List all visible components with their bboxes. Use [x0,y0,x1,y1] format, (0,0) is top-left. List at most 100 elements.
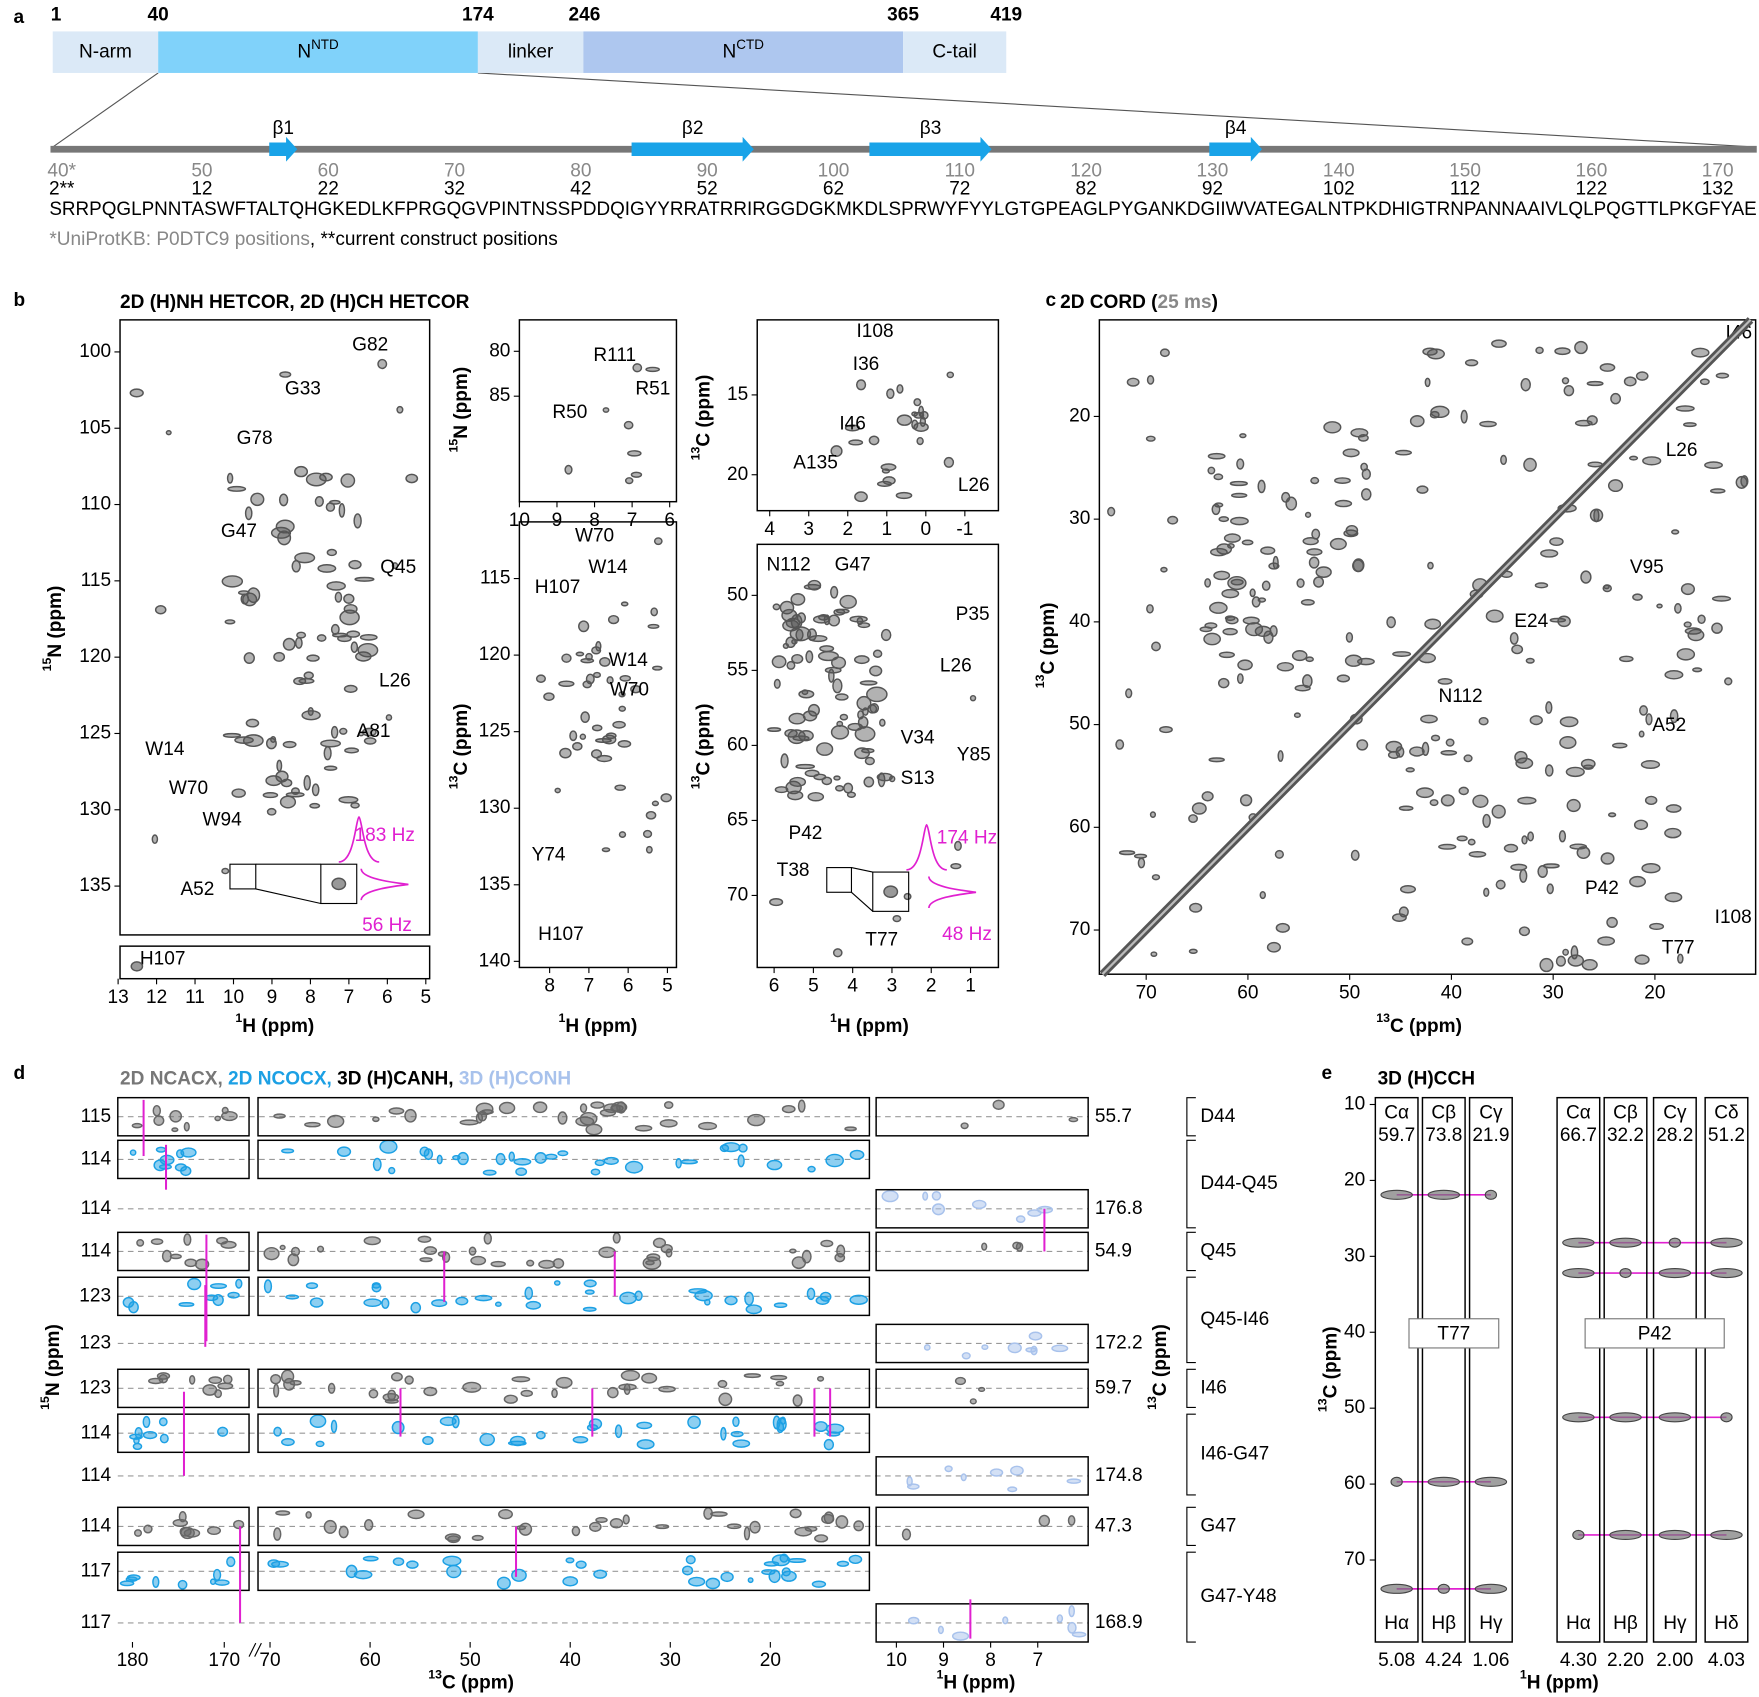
contour-peak [646,1253,661,1262]
strip-frame [257,1276,871,1317]
x-tick-label: 0 [921,519,932,540]
y-tick-label: 110 [81,494,111,515]
carbon-shift: 59.7 [1378,1125,1415,1146]
panel-title: 3D (H)CCH [1378,1069,1475,1090]
strip-frame [1652,1096,1697,1643]
contour-peak [158,1417,168,1427]
contour-peak [1656,603,1663,609]
contour-peak [1269,625,1278,638]
contour-peak [1275,922,1290,933]
contour-peak [165,430,172,436]
contour-peak [594,1159,605,1167]
peak-label: P42 [789,823,823,844]
label-text: H (ppm) [1527,1673,1599,1694]
contour-peak [575,1560,587,1569]
superscript: 13 [428,1668,442,1682]
contour-peak [498,1101,516,1115]
uniprot-position: 110 [945,161,975,182]
contour-peak [388,1166,396,1175]
contour-peak [555,1376,573,1389]
contour-peak [819,645,835,653]
superscript: 13 [689,775,703,789]
domain-label: NNTD [297,36,339,62]
contour-peak [323,745,332,761]
contour-peak [834,1252,846,1263]
contour-peak [832,948,843,958]
contour-peak [680,1159,698,1165]
label-text: H (ppm) [943,1673,1015,1694]
contour-peak [1461,937,1474,946]
contour-peak [848,439,864,446]
contour-peak [1711,622,1723,634]
carbon-shift: 54.9 [1095,1240,1132,1261]
contour-peak [1545,701,1553,714]
contour-peak [1356,739,1369,751]
contour-peak [1241,539,1254,546]
contour-peak [557,1111,568,1125]
contour-peak [592,671,602,679]
contour-peak [1438,843,1457,850]
uniprot-position: 50 [191,161,212,182]
contour-peak [1711,595,1732,602]
contour-peak [659,1119,678,1128]
contour-peak [622,1514,630,1525]
contour-peak [1554,347,1571,356]
carbon-shift: 21.9 [1472,1125,1509,1146]
contour-peak [155,1146,167,1153]
uniprot-position: 80 [570,161,591,182]
linewidth-label: 183 Hz [355,825,415,846]
contour-peak [1392,651,1412,657]
contour-peak [911,419,919,430]
peak-label: A52 [180,879,214,900]
contour-peak [235,1278,243,1289]
contour-peak [508,1151,515,1162]
superscript: 15 [41,658,55,672]
cross-peak [1658,1412,1692,1423]
contour-peak [479,1432,495,1447]
label-text: N (ppm) [451,367,472,439]
label-text: H (ppm) [837,1016,909,1037]
x-tick-label: 3 [803,519,814,540]
contour-peak [1576,846,1591,860]
label-text: C (ppm) [442,1673,514,1694]
contour-peak [154,605,167,615]
contour-peak [1565,766,1585,778]
contour-peak [1167,515,1179,525]
contour-peak [323,765,338,771]
contour-peak [584,1289,595,1295]
contour-peak [1458,786,1469,796]
x-tick-label: 6 [382,987,393,1008]
carbon-shift: 168.9 [1095,1612,1143,1633]
contour-peak [580,657,595,664]
contour-peak [747,1113,766,1127]
contour-peak [1334,477,1351,485]
contour-peak [876,772,893,782]
inset-connector [255,863,321,905]
contour-peak [350,641,359,653]
contour-peak [1478,716,1489,726]
contour-peak [744,1291,755,1306]
contour-peak [1188,948,1198,954]
contour-peak [623,420,634,430]
contour-peak [340,473,356,488]
contour-peak [1500,454,1508,466]
nitrogen-shift: 115 [81,1106,111,1127]
contour-peak [336,1146,352,1157]
contour-peak [1520,377,1531,392]
cross-peak [1609,1412,1642,1423]
strip-frame [1374,1096,1419,1643]
contour-peak [338,503,346,518]
residue-label: P42 [1638,1324,1672,1345]
contour-peak [353,513,362,529]
contour-peak [1514,750,1528,764]
contour-peak [390,1372,403,1382]
contour-peak [422,1435,434,1446]
peak-label: G78 [237,428,273,449]
superscript: 13 [1376,1011,1390,1025]
contour-peak [931,1203,946,1216]
x-axis-label: 1H (ppm) [1520,1668,1599,1694]
contour-peak [206,1526,222,1536]
strip-frame [117,1506,250,1547]
cross-peak [1720,1412,1733,1423]
contour-peak [787,1558,807,1563]
